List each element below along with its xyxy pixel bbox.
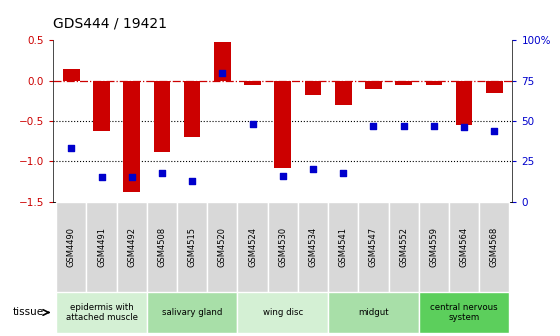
Bar (335, 81, 352, 105)
FancyBboxPatch shape (419, 292, 510, 333)
FancyBboxPatch shape (147, 202, 177, 292)
FancyBboxPatch shape (207, 202, 237, 292)
Text: GSM4490: GSM4490 (67, 227, 76, 267)
Point (460, 125, 469, 130)
FancyBboxPatch shape (298, 202, 328, 292)
Bar (305, 81, 321, 95)
Text: GSM4534: GSM4534 (309, 227, 318, 267)
Bar (93, 81, 110, 131)
Bar (123, 81, 140, 192)
Text: GSM4552: GSM4552 (399, 227, 408, 267)
Point (399, 123, 408, 128)
FancyBboxPatch shape (328, 202, 358, 292)
Bar (486, 81, 502, 93)
FancyBboxPatch shape (479, 202, 510, 292)
FancyBboxPatch shape (237, 292, 328, 333)
FancyBboxPatch shape (147, 292, 237, 333)
Point (339, 170, 348, 175)
Text: GSM4568: GSM4568 (490, 227, 499, 267)
Point (490, 128, 499, 133)
Point (278, 173, 287, 178)
Text: GDS444 / 19421: GDS444 / 19421 (53, 17, 167, 31)
Text: GSM4491: GSM4491 (97, 227, 106, 267)
Point (309, 167, 318, 172)
Point (97, 175, 106, 180)
Point (369, 123, 378, 128)
FancyBboxPatch shape (56, 292, 147, 333)
FancyBboxPatch shape (116, 202, 147, 292)
Point (188, 178, 197, 183)
Bar (214, 42, 231, 81)
Text: GSM4492: GSM4492 (127, 227, 136, 267)
Text: GSM4524: GSM4524 (248, 227, 257, 267)
Text: GSM4515: GSM4515 (188, 227, 197, 267)
Bar (184, 81, 200, 137)
Text: GSM4564: GSM4564 (460, 227, 469, 267)
Bar (153, 81, 170, 152)
Point (157, 170, 166, 175)
FancyBboxPatch shape (419, 202, 449, 292)
FancyBboxPatch shape (268, 202, 298, 292)
Point (218, 70, 227, 75)
FancyBboxPatch shape (56, 202, 86, 292)
Text: salivary gland: salivary gland (162, 308, 222, 317)
Bar (395, 81, 412, 85)
FancyBboxPatch shape (358, 202, 389, 292)
Text: GSM4520: GSM4520 (218, 227, 227, 267)
Point (430, 123, 438, 128)
Text: central nervous
system: central nervous system (430, 303, 498, 322)
Text: wing disc: wing disc (263, 308, 303, 317)
Text: midgut: midgut (358, 308, 389, 317)
Text: GSM4541: GSM4541 (339, 227, 348, 267)
Bar (365, 81, 382, 89)
Bar (456, 81, 473, 125)
Text: GSM4547: GSM4547 (369, 227, 378, 267)
Point (127, 175, 136, 180)
Text: GSM4530: GSM4530 (278, 227, 287, 267)
Bar (426, 81, 442, 85)
FancyBboxPatch shape (389, 202, 419, 292)
FancyBboxPatch shape (86, 202, 116, 292)
FancyBboxPatch shape (449, 202, 479, 292)
Bar (274, 81, 291, 168)
FancyBboxPatch shape (237, 202, 268, 292)
Text: tissue: tissue (13, 307, 44, 318)
Bar (63, 69, 80, 81)
Text: GSM4508: GSM4508 (157, 227, 166, 267)
Point (248, 122, 257, 127)
Point (67, 146, 76, 151)
Text: epidermis with
attached muscle: epidermis with attached muscle (66, 303, 138, 322)
FancyBboxPatch shape (328, 292, 419, 333)
Text: GSM4559: GSM4559 (430, 227, 438, 267)
FancyBboxPatch shape (177, 202, 207, 292)
Bar (244, 81, 261, 85)
